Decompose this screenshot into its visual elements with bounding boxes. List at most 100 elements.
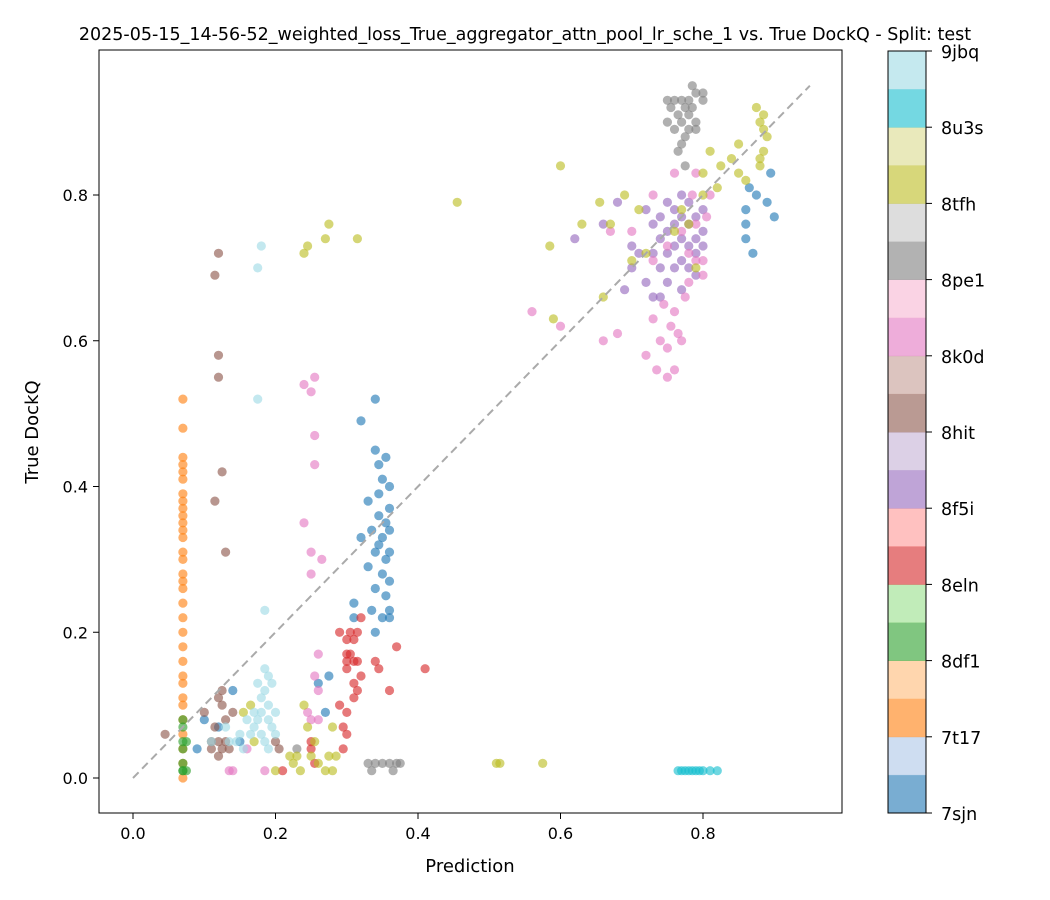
point-8hit-8 bbox=[213, 350, 224, 360]
point-8tfh-29 bbox=[555, 161, 566, 171]
point-8k0d-4 bbox=[299, 379, 309, 390]
point-8pe1-9 bbox=[662, 95, 673, 105]
point-7sjn-17 bbox=[370, 445, 380, 455]
point-8k0d-12 bbox=[310, 430, 320, 441]
point-8tfh-18 bbox=[324, 219, 334, 229]
point-8eln-29 bbox=[420, 664, 430, 674]
point-8eln-16 bbox=[349, 634, 359, 645]
colorbar-segment-13 bbox=[888, 279, 926, 319]
point-8tfh-46 bbox=[716, 161, 726, 171]
point-8eln-2 bbox=[306, 744, 316, 754]
point-9jbq-3 bbox=[231, 737, 241, 747]
point-8hit-7 bbox=[213, 248, 224, 258]
point-8pe1-19 bbox=[680, 132, 690, 142]
points-layer bbox=[160, 81, 779, 783]
point-8pe1-17 bbox=[677, 139, 687, 149]
point-8hit-22 bbox=[270, 737, 281, 747]
point-8k0d-51 bbox=[605, 226, 616, 236]
point-8f5i-32 bbox=[691, 270, 701, 280]
point-8pe1-24 bbox=[687, 102, 697, 113]
point-8pe1-28 bbox=[698, 88, 708, 98]
point-8pe1-8 bbox=[292, 744, 302, 754]
point-7sjn-35 bbox=[384, 576, 395, 586]
x-axis: 0.0 0.2 0.4 0.6 0.8 bbox=[120, 813, 716, 843]
point-8tfh-56 bbox=[759, 110, 769, 120]
y-tick-label-3: 0.6 bbox=[63, 332, 88, 351]
point-7t17-3 bbox=[178, 460, 188, 470]
point-7t17-10 bbox=[178, 518, 188, 528]
point-9jbq-28 bbox=[270, 707, 281, 718]
point-7sjn-39 bbox=[384, 605, 395, 616]
reference-line-layer bbox=[132, 84, 811, 779]
point-7sjn-5 bbox=[313, 678, 323, 688]
point-8f5i-39 bbox=[570, 234, 580, 244]
colorbar-tick-label-7t17: 7t17 bbox=[941, 729, 981, 749]
point-8hit-0 bbox=[160, 729, 170, 739]
colorbar-segment-0 bbox=[888, 774, 926, 814]
point-8k0d-29 bbox=[662, 372, 673, 382]
point-9jbq-19 bbox=[260, 664, 270, 674]
point-8u3s-8 bbox=[705, 766, 715, 776]
point-9jbq-27 bbox=[267, 722, 277, 732]
point-8k0d-18 bbox=[317, 554, 327, 565]
colorbar-tick-label-8hit: 8hit bbox=[941, 424, 975, 444]
point-7sjn-26 bbox=[377, 532, 387, 543]
point-8hit-9 bbox=[213, 372, 224, 382]
point-8f5i-3 bbox=[641, 205, 651, 215]
point-7t17-11 bbox=[178, 525, 188, 535]
point-9jbq-5 bbox=[238, 744, 248, 754]
point-7t17-16 bbox=[178, 576, 188, 586]
point-8tfh-13 bbox=[310, 737, 320, 747]
point-8tfh-52 bbox=[755, 117, 765, 127]
point-8tfh-2 bbox=[249, 737, 259, 747]
point-7sjn-28 bbox=[377, 613, 387, 623]
point-9jbq-0 bbox=[206, 737, 216, 747]
point-8tfh-11 bbox=[303, 722, 313, 732]
point-7t17-1 bbox=[178, 423, 188, 433]
point-9jbq-20 bbox=[260, 685, 270, 696]
point-8tfh-10 bbox=[303, 241, 313, 251]
point-8f5i-36 bbox=[598, 219, 608, 229]
point-8k0d-20 bbox=[555, 321, 566, 331]
point-7sjn-20 bbox=[370, 627, 380, 637]
point-8pe1-18 bbox=[680, 102, 690, 113]
point-8f5i-15 bbox=[662, 277, 673, 287]
colorbar-tick-label-8k0d: 8k0d bbox=[941, 348, 985, 368]
point-8k0d-34 bbox=[673, 328, 683, 339]
point-8hit-10 bbox=[213, 693, 224, 703]
point-8pe1-26 bbox=[691, 117, 701, 127]
point-8eln-26 bbox=[374, 664, 384, 674]
colorbar-tick-label-9jbq: 9jbq bbox=[941, 43, 979, 63]
colorbar-segment-19 bbox=[888, 51, 926, 90]
point-7sjn-13 bbox=[363, 562, 373, 572]
point-8eln-19 bbox=[349, 693, 359, 703]
point-8f5i-5 bbox=[648, 219, 658, 229]
point-8k0d-50 bbox=[677, 226, 687, 236]
point-9jbq-1 bbox=[221, 722, 231, 732]
point-8k0d-11 bbox=[310, 372, 320, 382]
point-8k0d-17 bbox=[313, 715, 323, 725]
point-8k0d-25 bbox=[648, 314, 658, 324]
point-8k0d-43 bbox=[698, 256, 708, 266]
point-8tfh-54 bbox=[755, 161, 765, 171]
x-axis-label: Prediction bbox=[425, 856, 514, 877]
point-8k0d-30 bbox=[662, 343, 673, 353]
point-7sjn-0 bbox=[192, 744, 202, 754]
point-9jbq-18 bbox=[260, 605, 270, 616]
point-8hit-13 bbox=[217, 467, 227, 477]
point-8eln-14 bbox=[345, 627, 355, 637]
point-8k0d-45 bbox=[705, 190, 715, 200]
point-8pe1-16 bbox=[677, 117, 687, 127]
chart-title: 2025-05-15_14-56-52_weighted_loss_True_a… bbox=[79, 25, 971, 45]
point-7sjn-34 bbox=[384, 525, 395, 535]
point-8eln-4 bbox=[335, 627, 345, 637]
point-8eln-5 bbox=[335, 700, 345, 710]
colorbar-tick-label-8df1: 8df1 bbox=[941, 653, 981, 673]
point-8tfh-26 bbox=[538, 758, 548, 769]
colorbar-tick-label-8eln: 8eln bbox=[941, 576, 979, 596]
point-8tfh-9 bbox=[299, 248, 309, 258]
point-8k0d-14 bbox=[310, 671, 320, 681]
point-7sjn-23 bbox=[374, 511, 384, 521]
point-8tfh-31 bbox=[595, 197, 605, 207]
